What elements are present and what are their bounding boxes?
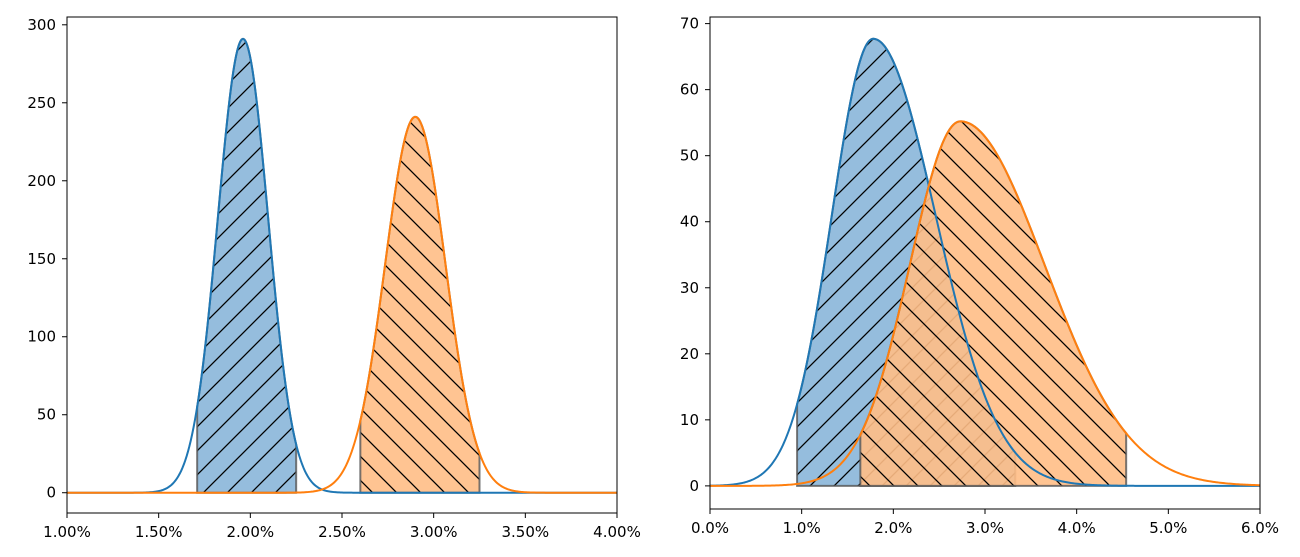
x-tick-label: 2.0% <box>874 519 912 537</box>
y-tick-label: 0 <box>689 477 699 495</box>
y-tick-label: 10 <box>680 411 699 429</box>
x-tick-label: 5.0% <box>1149 519 1187 537</box>
series-2-hatch <box>860 121 1127 486</box>
left-chart-panel: 1.00% 1.50% 2.00% 2.50% 3.00% 3.50% 4.00% 0 50 10… <box>27 16 640 541</box>
y-tick-label: 60 <box>680 81 699 99</box>
y-tick-label: 0 <box>46 484 56 502</box>
axes-frame <box>66 16 618 514</box>
series-1-curve <box>67 37 617 494</box>
series-2-hatch <box>360 116 480 493</box>
x-tick-label: 1.00% <box>43 523 91 541</box>
y-tick-label: 250 <box>27 94 56 112</box>
x-tick-label: 0.0% <box>691 519 729 537</box>
y-tick-label: 50 <box>680 147 699 165</box>
x-tick-label: 2.00% <box>227 523 275 541</box>
y-tick-label: 300 <box>27 16 56 34</box>
y-tick-label: 100 <box>27 328 56 346</box>
x-tick-label: 1.50% <box>135 523 183 541</box>
x-tick-label: 3.00% <box>410 523 458 541</box>
series-1-hatch <box>197 38 297 493</box>
y-tick-label: 70 <box>680 15 699 33</box>
series-2-curve <box>67 115 617 494</box>
y-tick-label: 20 <box>680 345 699 363</box>
series-2-curve <box>710 120 1260 487</box>
right-chart-panel: 0.0% 1.0% 2.0% 3.0% 4.0% 5.0% 6.0% 0 10 20 30 40 50 6… <box>680 15 1279 537</box>
x-tick-label: 2.50% <box>318 523 366 541</box>
y-tick-label: 50 <box>37 406 56 424</box>
x-tick-label: 3.0% <box>966 519 1004 537</box>
x-tick-label: 4.00% <box>593 523 641 541</box>
y-tick-label: 30 <box>680 279 699 297</box>
y-tick-label: 200 <box>27 172 56 190</box>
x-tick-label: 6.0% <box>1241 519 1279 537</box>
series-1-curve <box>710 37 1260 487</box>
x-tick-label: 3.50% <box>502 523 550 541</box>
x-tick-label: 1.0% <box>783 519 821 537</box>
x-tick-label: 4.0% <box>1058 519 1096 537</box>
y-tick-label: 40 <box>680 213 699 231</box>
y-tick-label: 150 <box>27 250 56 268</box>
